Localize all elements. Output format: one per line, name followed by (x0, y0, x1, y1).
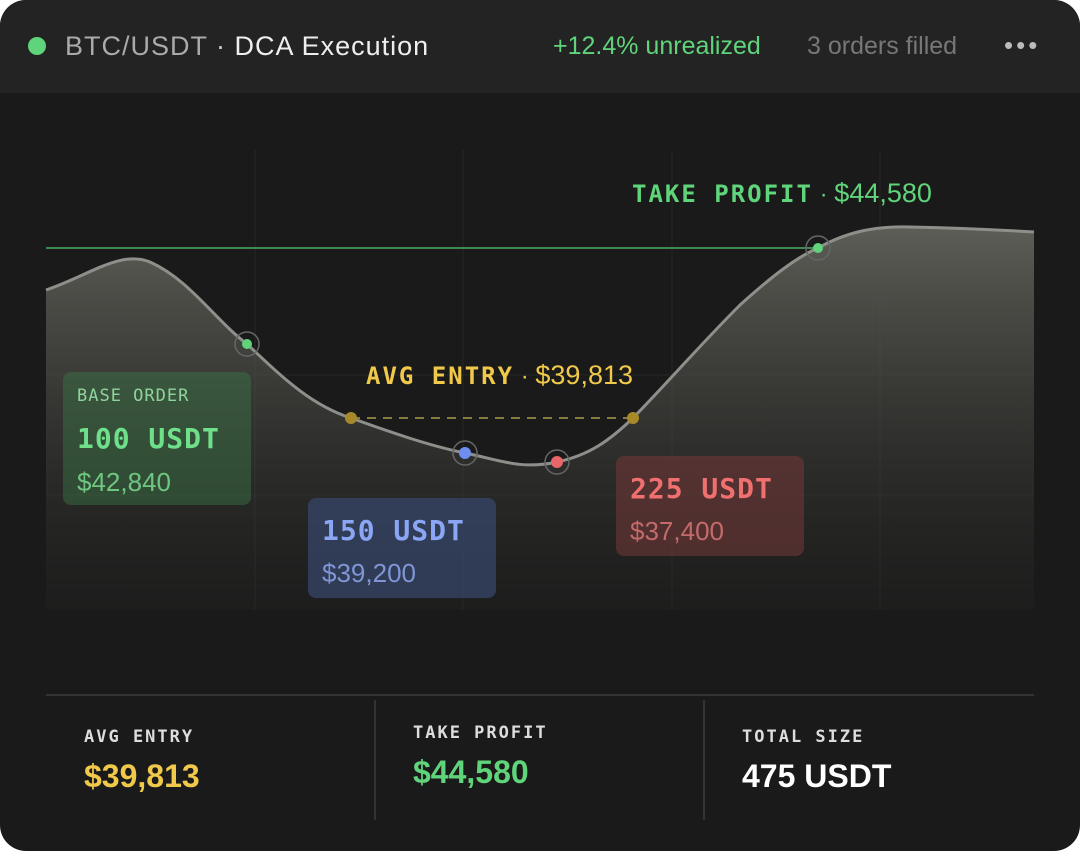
order-ring (234, 331, 260, 357)
order-price: $42,840 (77, 467, 171, 497)
separator: · (520, 363, 529, 390)
order-price: $39,200 (322, 558, 416, 588)
order-ring (544, 449, 570, 475)
order-card: BASE ORDER 100 USDT $42,840 (63, 372, 251, 505)
take-profit-label: TAKE PROFIT · $44,580 (632, 178, 932, 209)
price: $44,580 (834, 178, 932, 208)
stat-label: TAKE PROFIT (413, 723, 548, 743)
price: $39,813 (535, 360, 633, 390)
pair: BTC/USDT (65, 31, 208, 61)
order-size: 150 USDT (322, 514, 465, 547)
stat-label: TOTAL SIZE (742, 727, 865, 747)
header: BTC/USDT · DCA Execution +12.4% unrealiz… (0, 0, 1080, 93)
order-marker (551, 456, 563, 468)
separator: · (819, 181, 828, 208)
label: TAKE PROFIT (632, 180, 813, 208)
status-dot (28, 37, 46, 55)
order-marker (242, 339, 252, 349)
stat-value: 475 USDT (742, 758, 892, 794)
order-tag: BASE ORDER (77, 386, 190, 406)
pnl: +12.4% unrealized (553, 32, 761, 60)
order-card: 225 USDT $37,400 (616, 456, 804, 556)
separator: · (216, 31, 227, 61)
order-ring (452, 440, 478, 466)
order-size: 100 USDT (77, 422, 220, 455)
order-size: 225 USDT (630, 472, 773, 505)
avg-entry-dot (627, 412, 639, 424)
status: 3 orders filled (807, 32, 958, 60)
label: AVG ENTRY (366, 362, 515, 390)
stat-value: $39,813 (84, 758, 200, 794)
tp-marker-ring (805, 235, 831, 261)
stat-value: $44,580 (413, 754, 529, 790)
stat-label: AVG ENTRY (84, 727, 195, 747)
avg-entry-label: AVG ENTRY · $39,813 (366, 360, 633, 391)
title-text: DCA Execution (234, 31, 430, 61)
order-card: 150 USDT $39,200 (308, 498, 496, 598)
avg-entry-dot (345, 412, 357, 424)
order-price: $37,400 (630, 516, 724, 546)
title: BTC/USDT · DCA Execution (65, 31, 429, 62)
order-marker (459, 447, 471, 459)
tp-marker (813, 243, 823, 253)
menu[interactable]: ••• (1004, 30, 1041, 60)
